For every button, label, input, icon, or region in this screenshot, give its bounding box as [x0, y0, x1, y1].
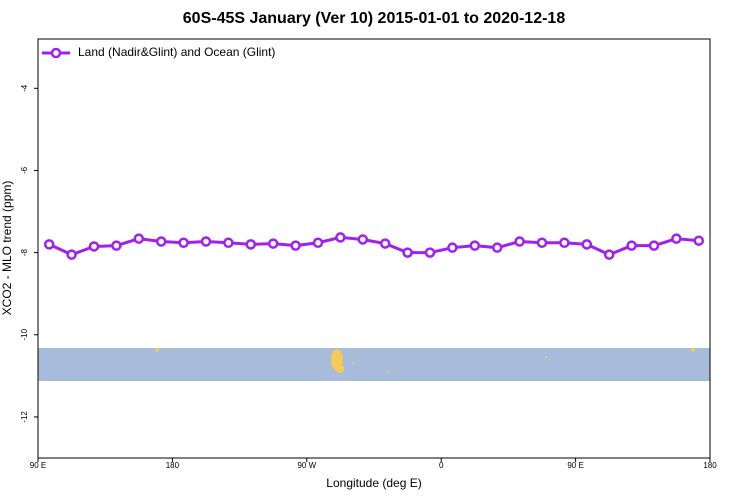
map-strip [38, 348, 710, 381]
point [379, 238, 391, 249]
point [491, 242, 503, 253]
point [290, 240, 301, 251]
point [626, 240, 637, 251]
point [66, 249, 77, 260]
point [223, 237, 234, 248]
point [447, 242, 458, 253]
point [693, 235, 705, 246]
point [357, 234, 369, 245]
y-tick-label: -12 [20, 411, 29, 423]
point [424, 247, 436, 258]
point [581, 239, 593, 250]
y-axis-label: XCO2 - MLO trend (ppm) [0, 181, 14, 316]
legend-label: Land (Nadir&Glint) and Ocean (Glint) [78, 45, 275, 59]
y-tick-label: -8 [20, 249, 29, 257]
x-tick-label: 90 E [567, 461, 583, 470]
point [514, 236, 525, 247]
point [133, 233, 145, 244]
y-tick-label: -10 [20, 328, 29, 340]
point [559, 237, 570, 248]
point [88, 241, 100, 252]
series-line [48, 235, 699, 257]
x-tick-label: 90 E [30, 461, 46, 470]
x-tick-label: 0 [439, 461, 444, 470]
x-tick-label: 180 [166, 461, 180, 470]
point [200, 236, 212, 247]
point [671, 233, 682, 244]
point [648, 240, 660, 251]
x-tick-label: 180 [703, 461, 717, 470]
point [469, 240, 481, 251]
point [603, 249, 615, 260]
x-axis-label: Longitude (deg E) [326, 476, 421, 490]
plot-frame [37, 38, 711, 459]
y-tick-label: -4 [20, 84, 29, 92]
point [245, 239, 257, 250]
point [43, 239, 55, 250]
point [267, 238, 279, 249]
point [111, 240, 122, 251]
point [155, 236, 167, 247]
x-tick-label: 90 W [297, 461, 316, 470]
point [536, 237, 548, 248]
point [402, 247, 413, 258]
point [312, 237, 324, 248]
point [335, 232, 346, 243]
point [178, 237, 189, 248]
chart-title: 60S-45S January (Ver 10) 2015-01-01 to 2… [183, 10, 566, 27]
legend-marker [50, 47, 62, 59]
y-tick-label: -6 [20, 166, 29, 174]
